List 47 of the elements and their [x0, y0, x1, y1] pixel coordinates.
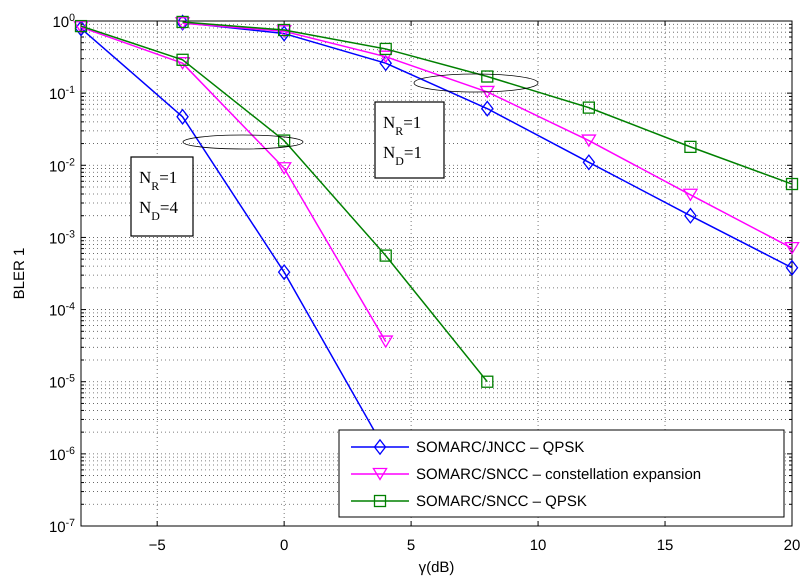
point: [481, 100, 494, 116]
point: [582, 134, 596, 147]
point: [278, 134, 290, 147]
point: [74, 20, 88, 36]
point: [480, 86, 495, 98]
point: [380, 55, 392, 72]
annotation: N$_{R}$=1 N$_{D}$=4: [139, 168, 178, 223]
y-tick-label: 10$^{-4}$: [48, 300, 76, 320]
point: [176, 109, 189, 125]
legend-label: SOMARC/SNCC – constellation expansion: [416, 466, 702, 483]
point: [481, 70, 494, 83]
point: [378, 50, 393, 63]
point: [276, 162, 292, 174]
x-tick-label: 5: [406, 537, 416, 554]
y-tick-label: 10$^{-5}$: [48, 372, 76, 392]
y-axis-title: BLER 1: [11, 248, 28, 300]
point: [176, 54, 189, 66]
annotation: N$_{R}$=1 N$_{D}$=1: [383, 113, 422, 168]
point: [278, 264, 290, 280]
point: [683, 188, 698, 201]
y-tick-label: 10$^{0}$: [52, 12, 76, 31]
y-tick-label: 10$^{-6}$: [48, 444, 76, 464]
point: [380, 249, 392, 262]
point: [582, 154, 596, 170]
point: [380, 42, 392, 56]
legend-label: SOMARC/JNCC – QPSK: [416, 439, 584, 456]
x-tick-label: 15: [656, 537, 674, 554]
point: [278, 26, 290, 42]
point: [784, 242, 800, 254]
x-tick-label: 20: [784, 537, 800, 554]
point: [684, 208, 697, 224]
x-tick-label: −5: [148, 537, 166, 554]
legend-label: SOMARC/SNCC – QPSK: [416, 493, 587, 510]
point: [786, 260, 798, 276]
point: [582, 101, 596, 114]
point: [175, 57, 190, 70]
y-tick-label: 10$^{-7}$: [48, 517, 76, 536]
point: [786, 178, 798, 190]
x-axis-title: γ(dB): [418, 559, 454, 576]
point: [378, 335, 393, 348]
point: [481, 376, 494, 388]
y-tick-label: 10$^{-3}$: [48, 228, 76, 248]
y-tick-label: 10$^{-2}$: [48, 156, 76, 176]
x-tick-label: 0: [280, 537, 288, 554]
point: [684, 140, 697, 154]
y-tick-label: 10$^{-1}$: [48, 84, 76, 104]
x-tick-label: 10: [530, 537, 546, 554]
